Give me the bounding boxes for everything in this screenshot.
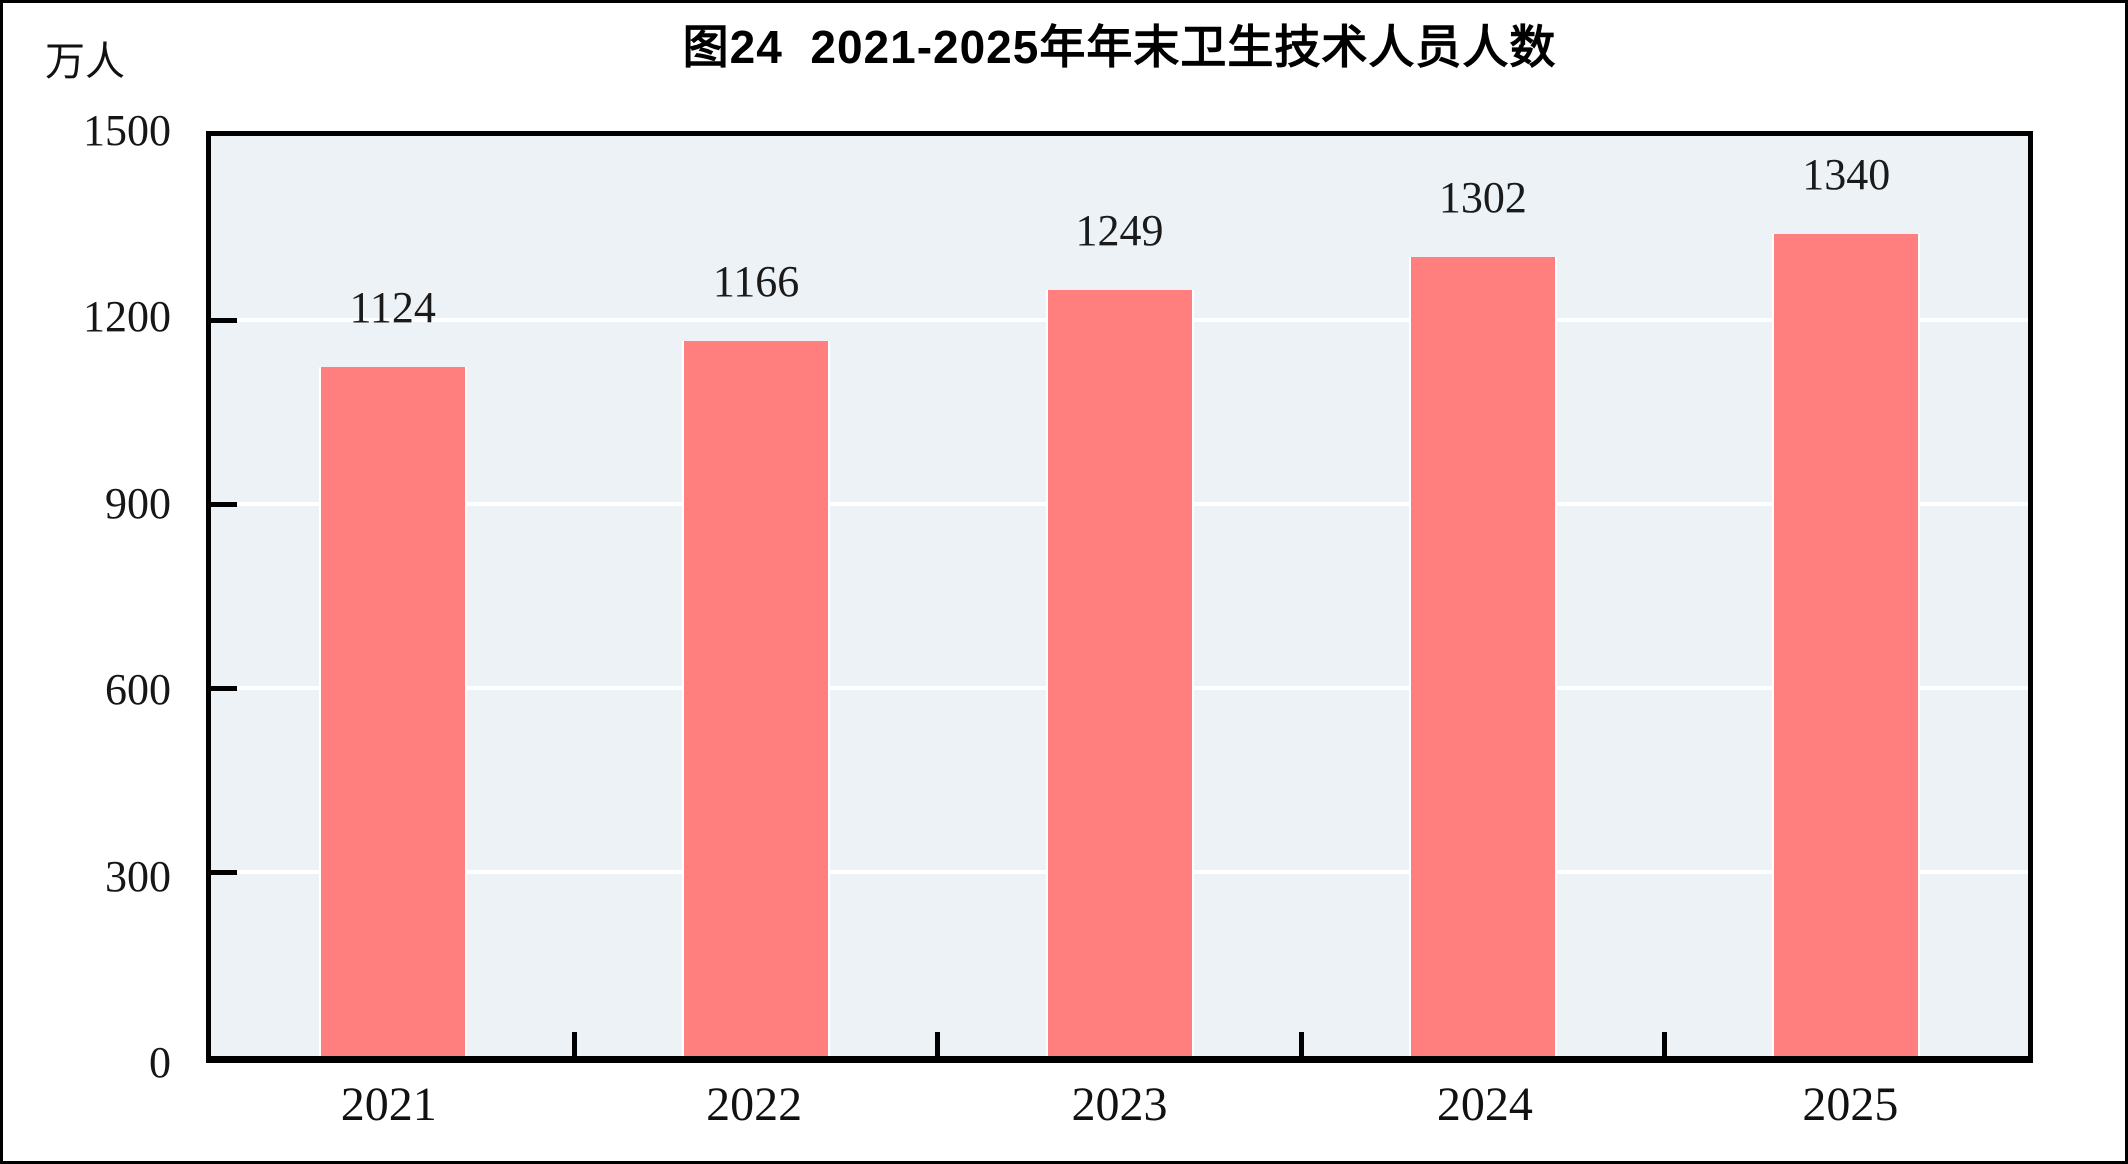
x-axis-label-2025: 2025 <box>1802 1078 1899 1131</box>
y-axis-unit-label: 万人 <box>45 39 125 84</box>
x-axis-tick-labels: 2021 2022 2023 2024 2025 <box>206 1077 2033 1132</box>
x-tick-mark-2 <box>935 1032 941 1056</box>
y-axis-label-900: 900 <box>105 478 171 528</box>
bar-2025 <box>1772 234 1921 1056</box>
x-axis-label-2023: 2023 <box>1071 1078 1168 1131</box>
bar-value-label-2021: 1124 <box>349 282 436 332</box>
bar-value-label-2024: 1302 <box>1438 173 1527 223</box>
y-axis-label-1500: 1500 <box>83 106 171 155</box>
bar-2021 <box>318 366 467 1056</box>
y-tick-mark-300 <box>211 869 237 875</box>
y-axis-label-1200: 1200 <box>83 292 171 342</box>
bar-2023 <box>1045 289 1194 1056</box>
y-axis-tick-labels: 0 300 600 900 1200 1500 <box>3 106 171 1087</box>
bar-value-label-2025: 1340 <box>1802 150 1891 200</box>
y-axis-label-300: 300 <box>105 851 171 901</box>
bar-2022 <box>682 340 831 1056</box>
x-tick-mark-1 <box>571 1032 577 1056</box>
y-tick-mark-900 <box>211 501 237 507</box>
x-axis-label-2022: 2022 <box>706 1078 803 1131</box>
y-axis-label-0: 0 <box>149 1038 171 1087</box>
x-axis-label-2024: 2024 <box>1436 1078 1533 1131</box>
plot-area: 1124 1166 1249 1302 1340 <box>206 131 2033 1063</box>
x-tick-mark-4 <box>1662 1032 1668 1056</box>
bar-value-label-2022: 1166 <box>712 256 800 306</box>
bar-value-label-2023: 1249 <box>1075 205 1164 255</box>
bar-2024 <box>1408 257 1557 1056</box>
x-axis-label-2021: 2021 <box>340 1078 437 1131</box>
chart-title: 图24 2021-2025年年末卫生技术人员人数 <box>682 21 1557 73</box>
y-tick-mark-600 <box>211 685 237 691</box>
y-tick-mark-1200 <box>211 317 237 323</box>
y-axis-label-600: 600 <box>105 665 171 715</box>
x-tick-mark-3 <box>1298 1032 1304 1056</box>
